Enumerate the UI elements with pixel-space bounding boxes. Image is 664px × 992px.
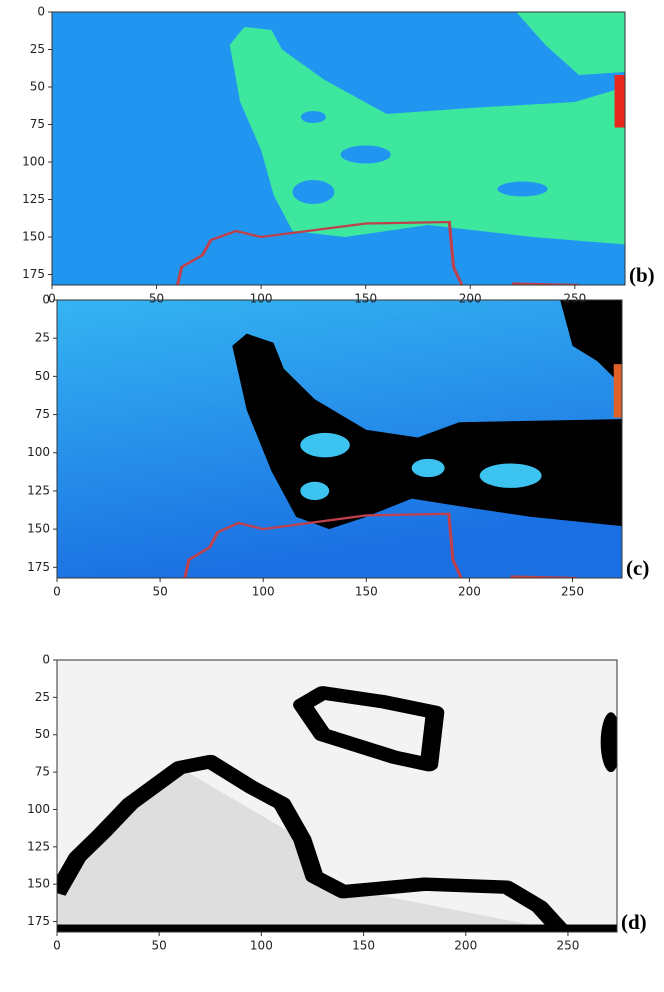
y-tick-label: 125 <box>27 483 50 497</box>
panel-label: (d) <box>621 910 647 934</box>
y-tick-label: 0 <box>42 293 50 307</box>
y-tick-label: 75 <box>35 765 50 779</box>
y-tick-label: 125 <box>27 839 50 853</box>
panel-label: (b) <box>629 263 655 287</box>
y-tick-label: 0 <box>37 5 45 19</box>
y-tick-label: 150 <box>27 522 50 536</box>
y-tick-label: 175 <box>27 914 50 928</box>
x-tick-label: 50 <box>152 939 167 953</box>
y-tick-label: 75 <box>35 407 50 421</box>
y-tick-label: 150 <box>22 230 45 244</box>
y-tick-label: 50 <box>35 727 50 741</box>
y-tick-label: 100 <box>22 155 45 169</box>
y-tick-label: 75 <box>30 117 45 131</box>
x-tick-label: 150 <box>355 585 378 599</box>
image-d <box>57 660 621 932</box>
y-tick-label: 175 <box>27 560 50 574</box>
x-tick-label: 200 <box>454 939 477 953</box>
y-tick-label: 50 <box>35 369 50 383</box>
y-tick-label: 25 <box>35 690 50 704</box>
x-tick-label: 0 <box>53 939 61 953</box>
x-tick-label: 250 <box>563 292 586 306</box>
y-tick-label: 125 <box>22 192 45 206</box>
x-tick-label: 50 <box>149 292 164 306</box>
x-tick-label: 100 <box>252 585 275 599</box>
image-b <box>52 12 625 285</box>
x-tick-label: 250 <box>561 585 584 599</box>
y-tick-label: 25 <box>30 42 45 56</box>
x-tick-label: 0 <box>53 585 61 599</box>
x-tick-label: 50 <box>152 585 167 599</box>
x-tick-label: 200 <box>459 292 482 306</box>
x-tick-label: 150 <box>354 292 377 306</box>
panel-label: (c) <box>626 556 649 580</box>
x-tick-label: 200 <box>458 585 481 599</box>
y-tick-label: 50 <box>30 80 45 94</box>
image-c <box>57 300 622 578</box>
x-tick-label: 250 <box>556 939 579 953</box>
figure: 0501001502002500255075100125150175(b)050… <box>0 0 664 988</box>
y-tick-label: 0 <box>42 653 50 667</box>
y-tick-label: 100 <box>27 445 50 459</box>
x-tick-label: 100 <box>250 292 273 306</box>
y-tick-label: 175 <box>22 267 45 281</box>
x-tick-label: 100 <box>250 939 273 953</box>
y-tick-label: 150 <box>27 877 50 891</box>
y-tick-label: 25 <box>35 331 50 345</box>
x-tick-label: 150 <box>352 939 375 953</box>
y-tick-label: 100 <box>27 802 50 816</box>
